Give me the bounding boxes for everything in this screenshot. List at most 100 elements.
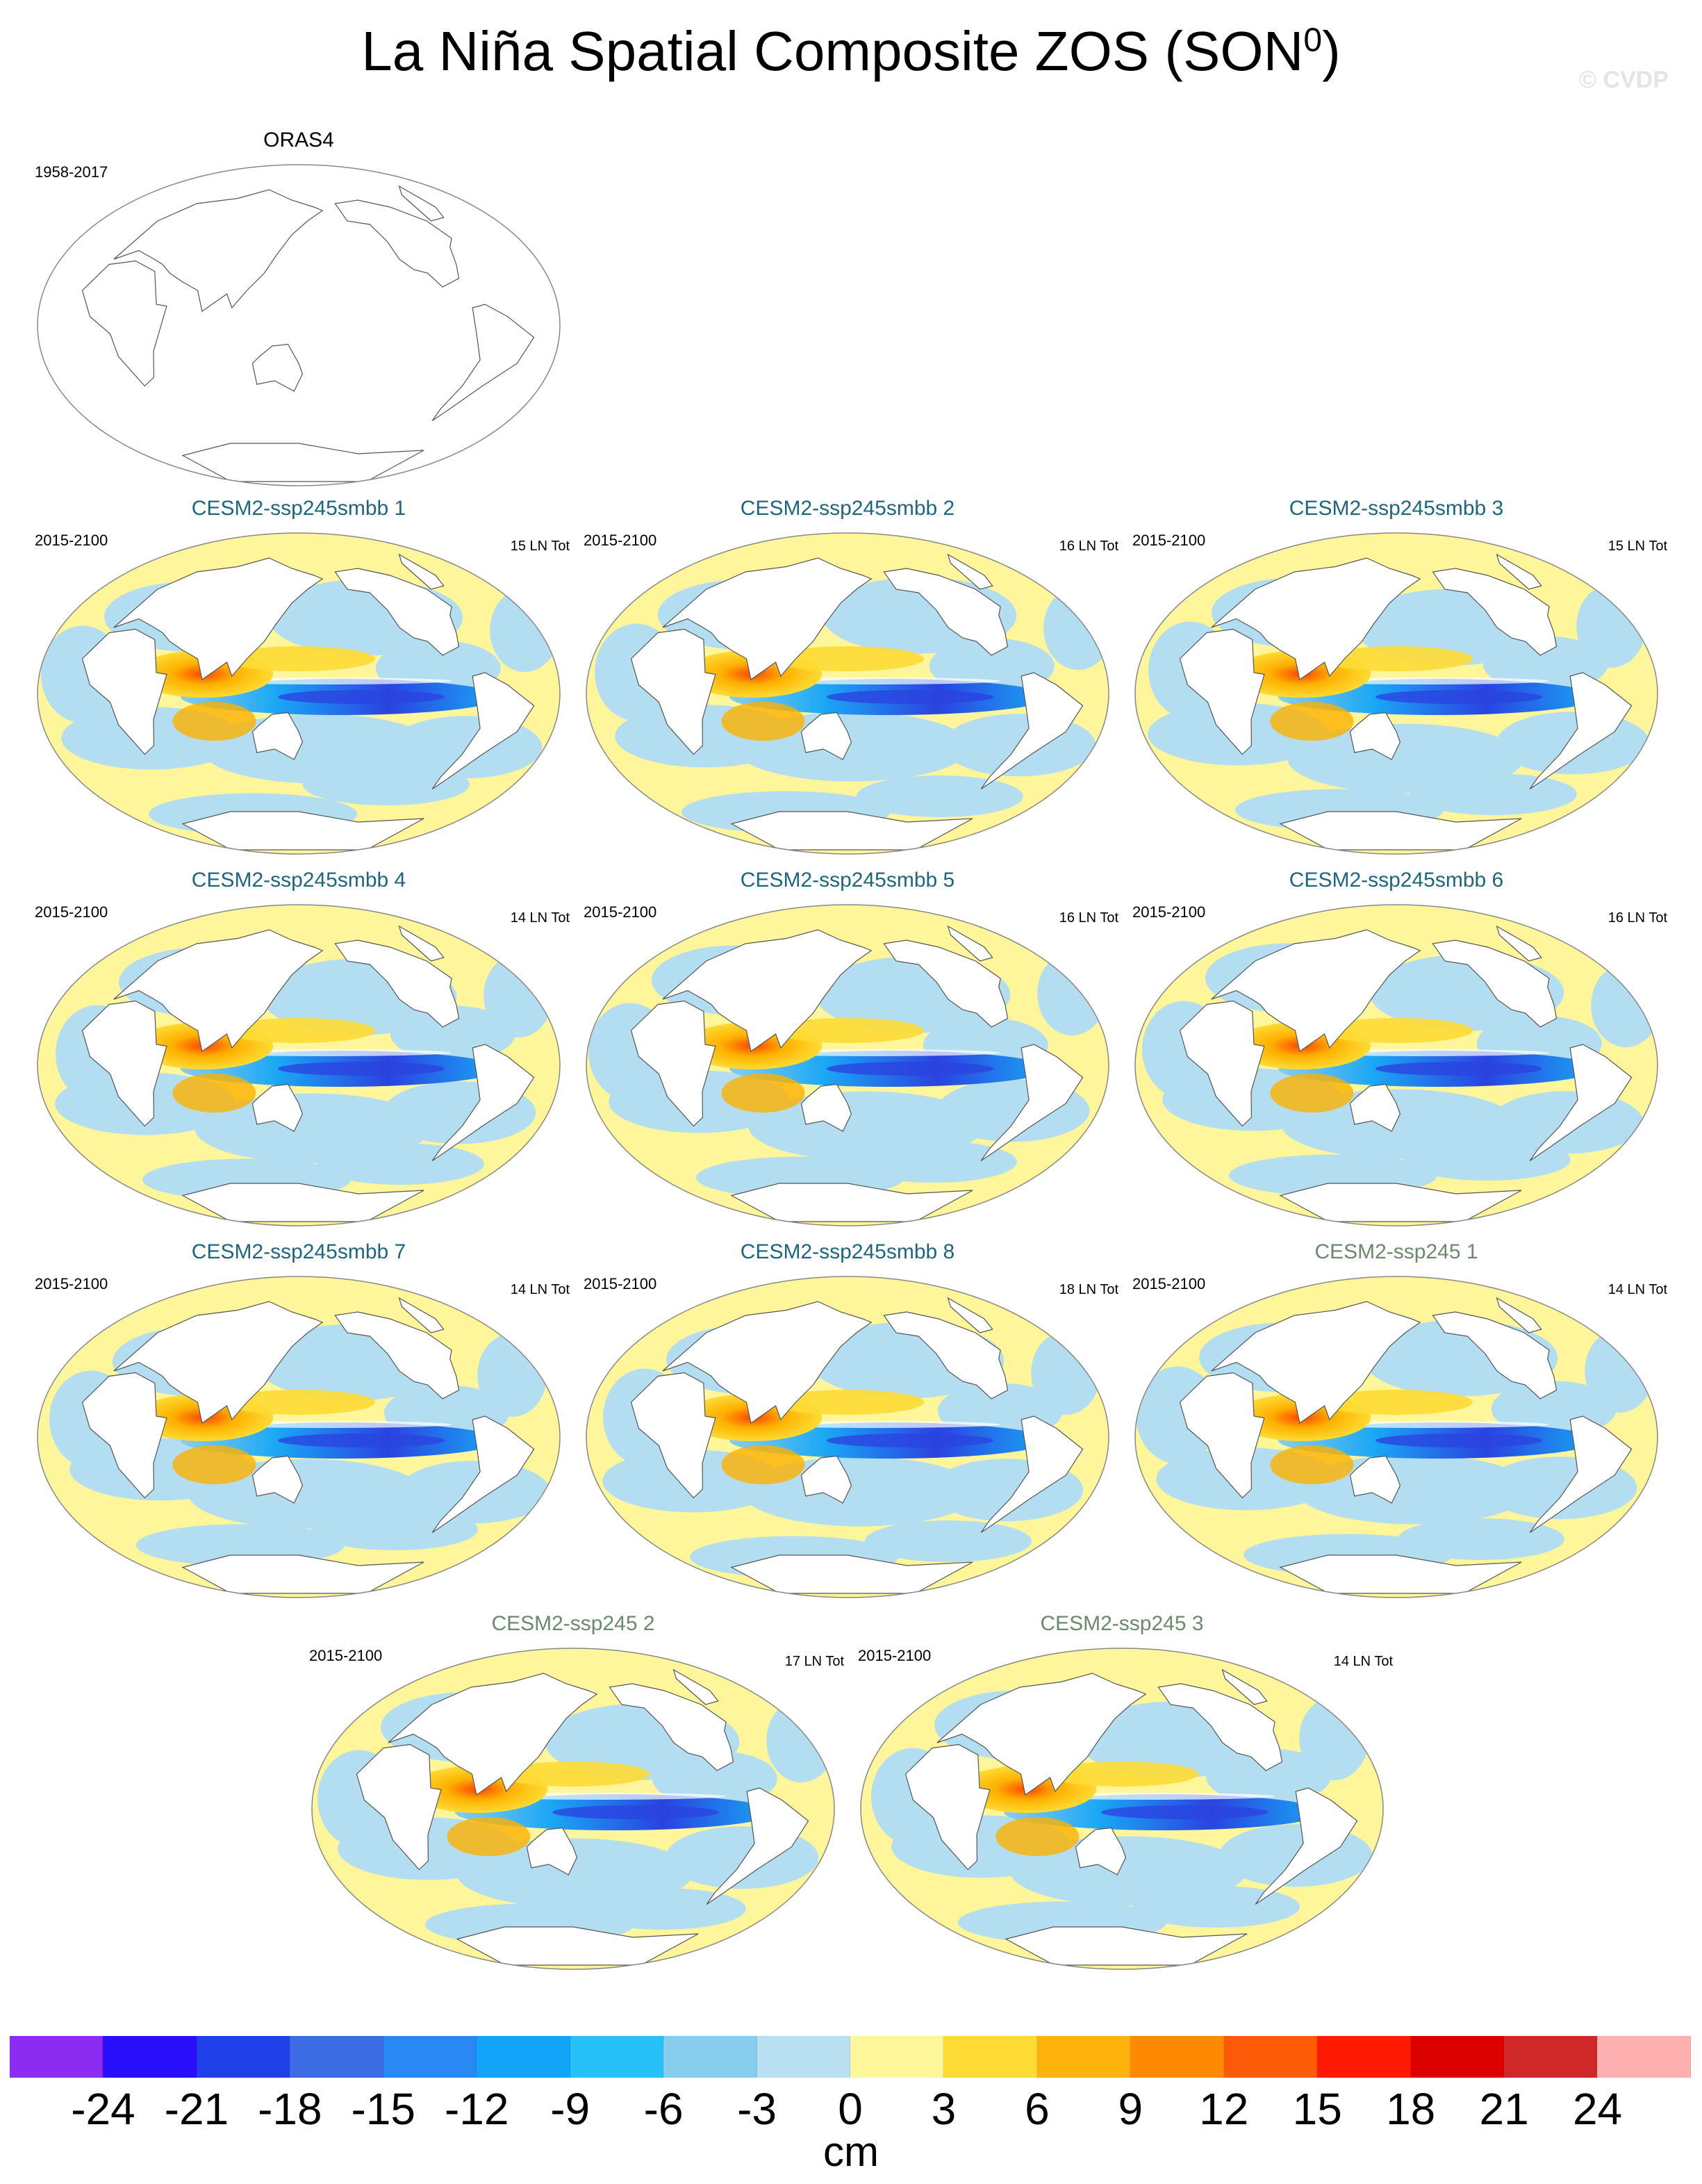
colorbar-tick-label: 24 [1572,2084,1623,2134]
cvdp-watermark: © CVDP [1579,67,1669,93]
colorbar-swatch [1130,2036,1224,2078]
continent-americas_s [431,1044,535,1161]
colorbar-tick-label: -6 [643,2084,684,2134]
colorbar-swatch [570,2036,664,2078]
panel-event-count: 16 LN Tot [1608,910,1667,926]
colorbar-swatch [1036,2036,1131,2078]
continent-africa [630,1372,716,1499]
panel-period: 2015-2100 [1132,903,1206,921]
map-panel: CESM2-ssp245smbb 6 2015-2100 16 LN Tot [1125,869,1667,1226]
continent-eurasia [662,557,873,681]
continent-australia [251,1083,304,1132]
map-panel: CESM2-ssp245smbb 8 2015-2100 18 LN Tot [577,1240,1118,1598]
map-panel: CESM2-ssp245 1 2015-2100 14 LN Tot [1125,1240,1667,1598]
continent-australia [800,1083,852,1132]
colorbar-tick-label: 12 [1199,2084,1249,2134]
colorbar-tick-label: 0 [838,2084,863,2134]
panel-period: 2015-2100 [858,1647,932,1664]
panel-period: 2015-2100 [35,1275,108,1292]
continent-eurasia [1211,929,1421,1053]
continent-antarctica [730,1554,973,1594]
continent-greenland [1496,553,1542,590]
map-panel: CESM2-ssp245smbb 1 2015-2100 15 LN Tot [28,497,570,855]
colorbar-tick-label: -24 [71,2084,135,2134]
world-map [37,1276,561,1598]
continent-americas_s [431,304,535,421]
continent-australia [526,1827,578,1875]
continent-africa [1179,1000,1265,1127]
world-map [586,904,1109,1226]
panel-event-count: 14 LN Tot [510,1282,570,1297]
panel-title: ORAS4 [263,129,334,151]
map-container [1132,1274,1660,1604]
panel-event-count: 16 LN Tot [1059,539,1118,554]
continent-antarctica [730,811,973,851]
continent-eurasia [936,1673,1147,1796]
colorbar-swatch [1317,2036,1411,2078]
continent-americas_s [1255,1787,1358,1905]
colorbar-swatch [1504,2036,1598,2078]
continent-americas_s [1529,672,1633,789]
colorbar-tick-label: 21 [1479,2084,1529,2134]
panel-event-count: 15 LN Tot [1608,539,1667,554]
panel-title: CESM2-ssp245smbb 5 [740,869,955,892]
colorbar-swatch [1597,2036,1691,2078]
panel-event-count: 18 LN Tot [1059,1282,1118,1297]
panel-title: CESM2-ssp245smbb 1 [191,497,406,520]
continent-australia [800,712,852,760]
continent-antarctica [730,1183,973,1222]
map-panel: CESM2-ssp245smbb 7 2015-2100 14 LN Tot [28,1240,570,1598]
continent-eurasia [113,1301,324,1424]
panel-title: CESM2-ssp245smbb 4 [191,869,406,892]
continent-australia [251,712,304,760]
world-map [37,532,561,855]
continent-americas_n [883,939,1009,1028]
continent-americas_n [883,1311,1009,1399]
continent-greenland [398,925,445,962]
continent-greenland [672,1668,719,1705]
colorbar-tick-label: -9 [550,2084,590,2134]
panel-title: CESM2-ssp245smbb 3 [1289,497,1504,520]
continent-americas_s [980,1044,1084,1161]
world-map [1134,1276,1658,1598]
map-panel: ORAS4 1958-2017 [28,129,570,486]
map-container [35,902,563,1232]
continent-americas_s [980,1415,1084,1533]
map-panel: CESM2-ssp245smbb 2 2015-2100 16 LN Tot [577,497,1118,855]
continent-africa [1179,628,1265,755]
continent-eurasia [388,1673,598,1796]
map-panel: CESM2-ssp245smbb 4 2015-2100 14 LN Tot [28,869,570,1226]
panel-title: CESM2-ssp245smbb 7 [191,1240,406,1263]
continent-africa [1179,1372,1265,1499]
continent-americas_n [1432,1311,1558,1399]
continent-americas_n [1432,939,1558,1028]
colorbar-swatch [663,2036,757,2078]
continent-eurasia [1211,557,1421,681]
map-container [1132,530,1660,860]
colorbar-swatch [1223,2036,1318,2078]
continent-americas_n [334,568,460,656]
continent-africa [81,1000,167,1127]
panel-event-count: 14 LN Tot [510,910,570,926]
continent-antarctica [181,1183,424,1222]
continent-americas_n [1157,1683,1283,1771]
colorbar-tick-label: -18 [258,2084,322,2134]
colorbar-swatch [290,2036,383,2078]
continent-greenland [1496,925,1542,962]
colorbar-swatch [1410,2036,1504,2078]
panel-event-count: 14 LN Tot [1608,1282,1667,1297]
world-map [37,904,561,1226]
map-panel: CESM2-ssp245 2 2015-2100 17 LN Tot [302,1612,844,1970]
world-map [586,1276,1109,1598]
panel-event-count: 14 LN Tot [1333,1654,1393,1669]
figure-title: La Niña Spatial Composite ZOS (SON0) [361,20,1341,82]
continent-antarctica [1005,1926,1248,1966]
continent-antarctica [181,811,424,851]
colorbar-tick-label: -21 [164,2084,229,2134]
continent-americas_n [334,199,460,288]
colorbar-swatch [10,2036,104,2078]
panel-period: 1958-2017 [35,163,108,181]
continent-greenland [947,1297,993,1333]
panel-event-count: 15 LN Tot [510,539,570,554]
colorbar-swatch [196,2036,290,2078]
